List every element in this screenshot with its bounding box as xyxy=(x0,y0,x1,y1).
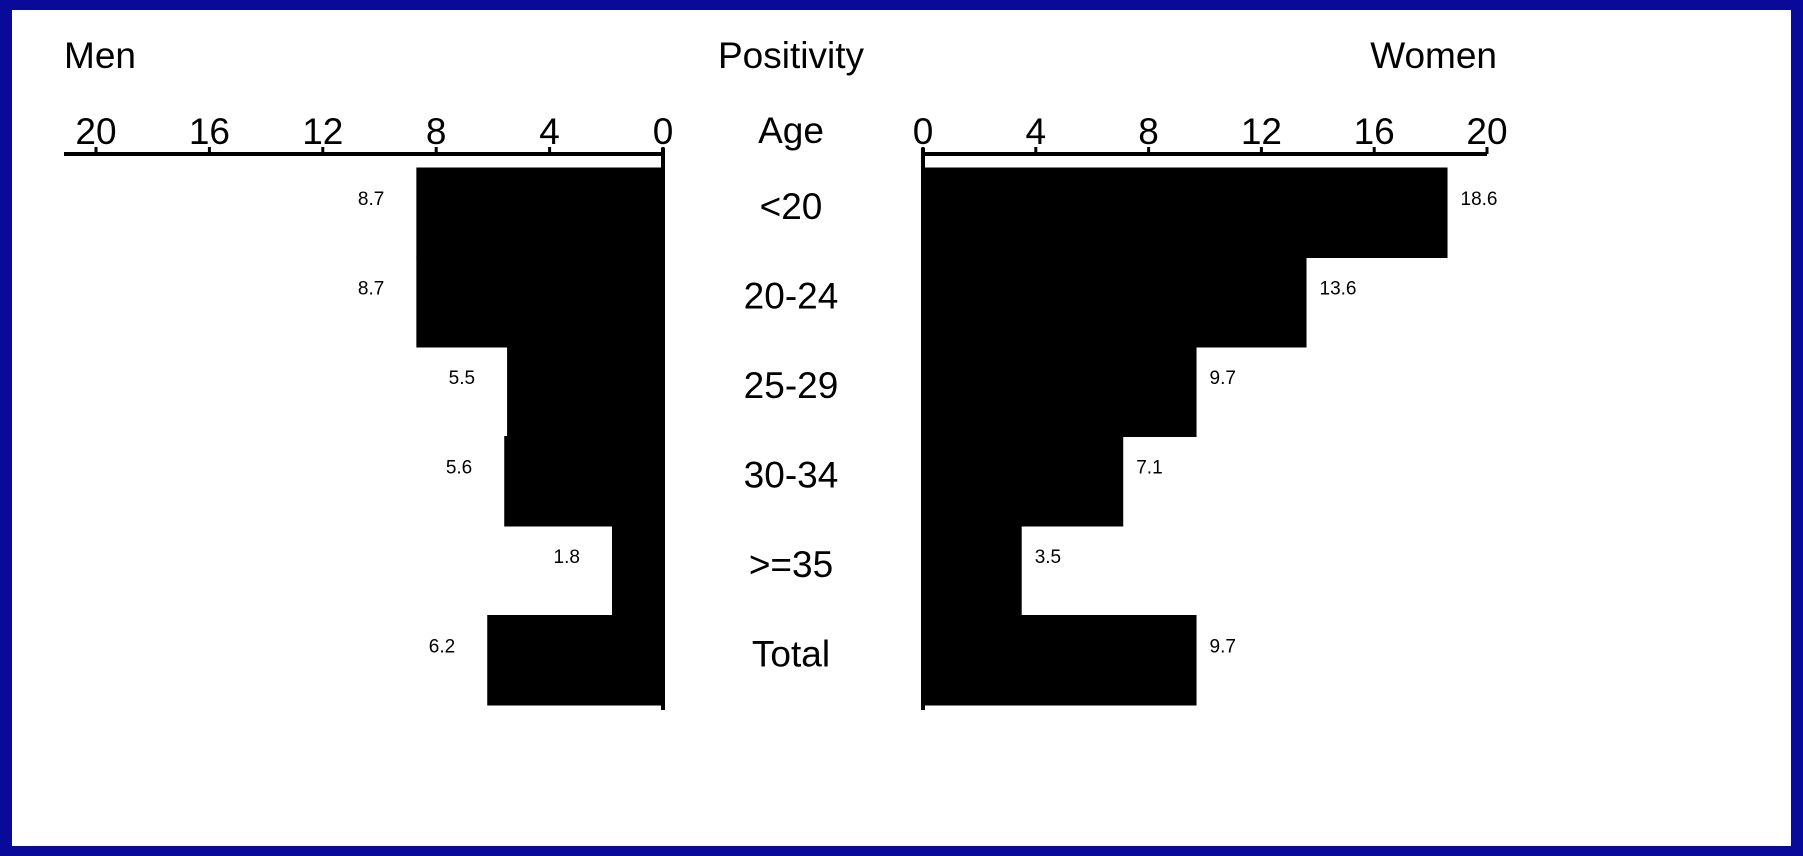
chart-frame: Men Positivity Women Age 0 0 4 4 8 8 12 12 16 16 2… xyxy=(12,10,1791,846)
butterfly-chart: Men Positivity Women Age 0 0 4 4 8 8 12 12 16 16 2… xyxy=(64,35,1508,710)
women-tick-label: 16 xyxy=(1354,111,1395,152)
men-value-label: 5.5 xyxy=(449,368,475,389)
women-bar xyxy=(923,525,1022,616)
value-labels: 8.7 18.6 8.7 13.6 5.5 9.7 5.6 7.1 1.8 3.5 6.2 9.7 xyxy=(358,189,1498,658)
category-label: >=35 xyxy=(749,544,833,585)
men-tick-label: 8 xyxy=(426,111,447,152)
men-value-label: 8.7 xyxy=(358,278,384,299)
men-bar xyxy=(504,436,663,527)
women-tick-label: 12 xyxy=(1241,111,1282,152)
men-bar xyxy=(611,525,663,616)
men-bar xyxy=(507,346,663,437)
men-tick-label: 20 xyxy=(75,111,116,152)
bars xyxy=(416,167,1448,706)
women-tick-label: 20 xyxy=(1466,111,1507,152)
women-bar xyxy=(923,257,1307,348)
men-bar xyxy=(487,615,663,706)
women-tick-label: 8 xyxy=(1138,111,1159,152)
center-heading: Positivity xyxy=(718,35,864,76)
men-value-label: 6.2 xyxy=(429,636,455,657)
category-labels: <20 20-24 25-29 30-34 >=35 Total xyxy=(744,186,839,675)
category-label: 20-24 xyxy=(744,275,839,316)
women-bar xyxy=(923,615,1197,706)
women-value-label: 18.6 xyxy=(1461,189,1498,210)
women-tick-label: 4 xyxy=(1026,111,1047,152)
women-value-label: 9.7 xyxy=(1210,368,1236,389)
men-value-label: 5.6 xyxy=(446,457,472,478)
women-value-label: 3.5 xyxy=(1035,547,1061,568)
women-bar xyxy=(923,346,1197,437)
women-value-label: 7.1 xyxy=(1136,457,1162,478)
men-tick-label: 12 xyxy=(302,111,343,152)
category-label: 30-34 xyxy=(744,454,839,495)
women-value-label: 13.6 xyxy=(1320,278,1357,299)
men-tick-label: 16 xyxy=(189,111,230,152)
category-label: <20 xyxy=(760,186,823,227)
men-value-label: 8.7 xyxy=(358,189,384,210)
women-bar xyxy=(923,167,1448,258)
men-bar xyxy=(416,257,663,348)
women-value-label: 9.7 xyxy=(1210,636,1236,657)
women-tick-label: 0 xyxy=(913,111,934,152)
category-axis-label: Age xyxy=(758,110,824,151)
men-tick-label: 0 xyxy=(653,111,674,152)
category-label: 25-29 xyxy=(744,365,839,406)
chart-headings: Men Positivity Women Age xyxy=(64,35,1497,151)
women-bar xyxy=(923,436,1124,527)
axes: 0 0 4 4 8 8 12 12 16 16 20 20 xyxy=(64,111,1508,710)
right-heading: Women xyxy=(1370,35,1497,76)
category-label: Total xyxy=(752,633,830,674)
left-heading: Men xyxy=(64,35,136,76)
men-bar xyxy=(416,167,663,258)
men-value-label: 1.8 xyxy=(554,547,580,568)
men-tick-label: 4 xyxy=(539,111,560,152)
